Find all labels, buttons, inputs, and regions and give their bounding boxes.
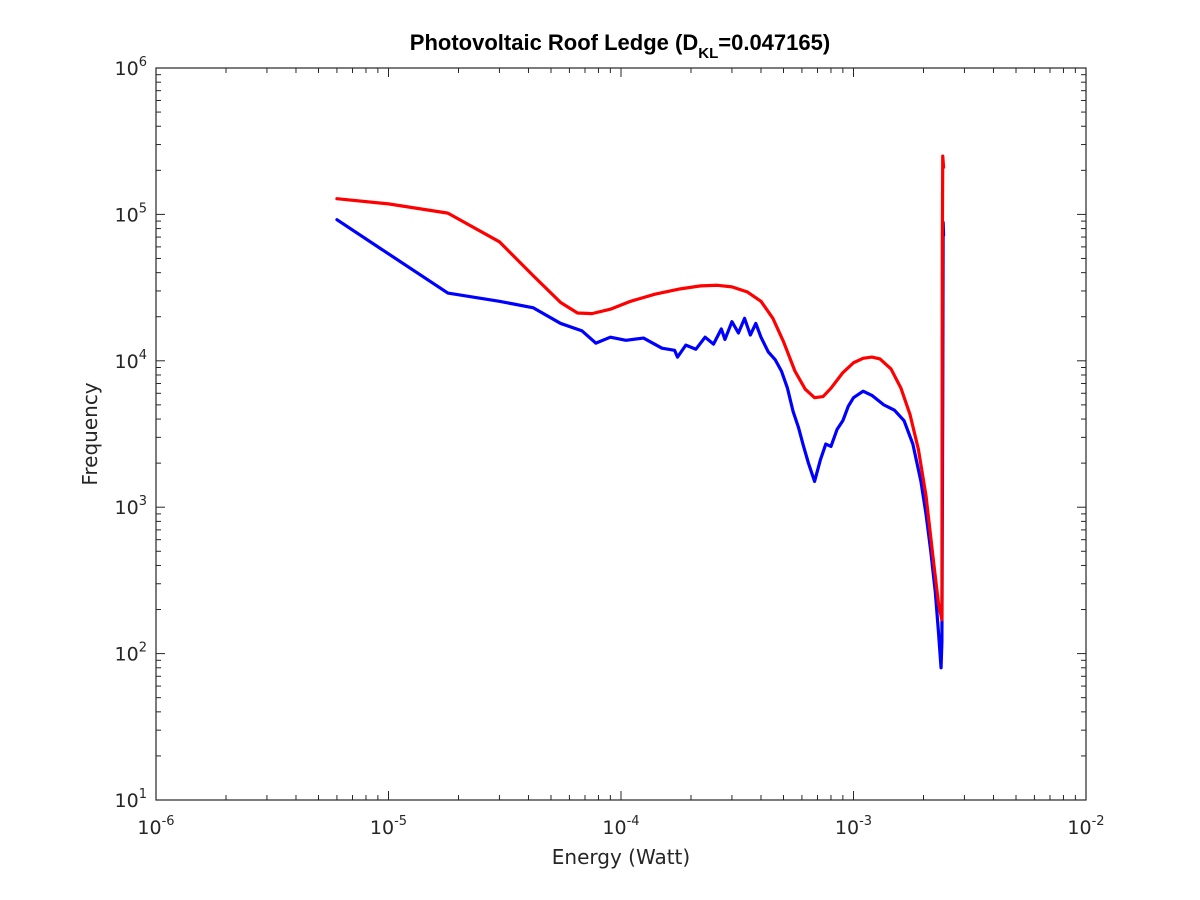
x-axis-label: Energy (Watt) bbox=[552, 845, 690, 869]
plot-area-frame bbox=[155, 67, 1087, 801]
y-tick-label: 105 bbox=[115, 201, 147, 226]
x-tick-label: 10-4 bbox=[602, 814, 639, 839]
chart-title-tail: =0.047165) bbox=[718, 30, 830, 55]
x-tick-label: 10-2 bbox=[1067, 814, 1104, 839]
x-tick-labels: 10-6 10-5 10-4 10-3 10-2 bbox=[137, 814, 1104, 839]
series-layer bbox=[335, 154, 946, 670]
chart-title-main: Photovoltaic Roof Ledge (D bbox=[410, 30, 698, 55]
chart-title: Photovoltaic Roof Ledge (DKL=0.047165) bbox=[410, 30, 830, 62]
y-axis-label: Frequency bbox=[78, 382, 102, 485]
y-tick-label: 101 bbox=[115, 787, 147, 812]
y-tick-label: 106 bbox=[115, 55, 147, 80]
chart-title-subscript: KL bbox=[698, 45, 718, 62]
x-tick-marks bbox=[155, 68, 1087, 800]
series-line-1 bbox=[335, 218, 946, 670]
y-tick-label: 103 bbox=[115, 494, 147, 519]
x-tick-label: 10-5 bbox=[370, 814, 407, 839]
y-tick-label: 104 bbox=[115, 348, 147, 373]
y-tick-labels: 101 102 103 104 105 106 bbox=[115, 55, 147, 812]
x-tick-label: 10-3 bbox=[835, 814, 872, 839]
series-line-2 bbox=[335, 154, 946, 622]
y-tick-label: 102 bbox=[115, 641, 147, 666]
x-tick-label: 10-6 bbox=[137, 814, 174, 839]
